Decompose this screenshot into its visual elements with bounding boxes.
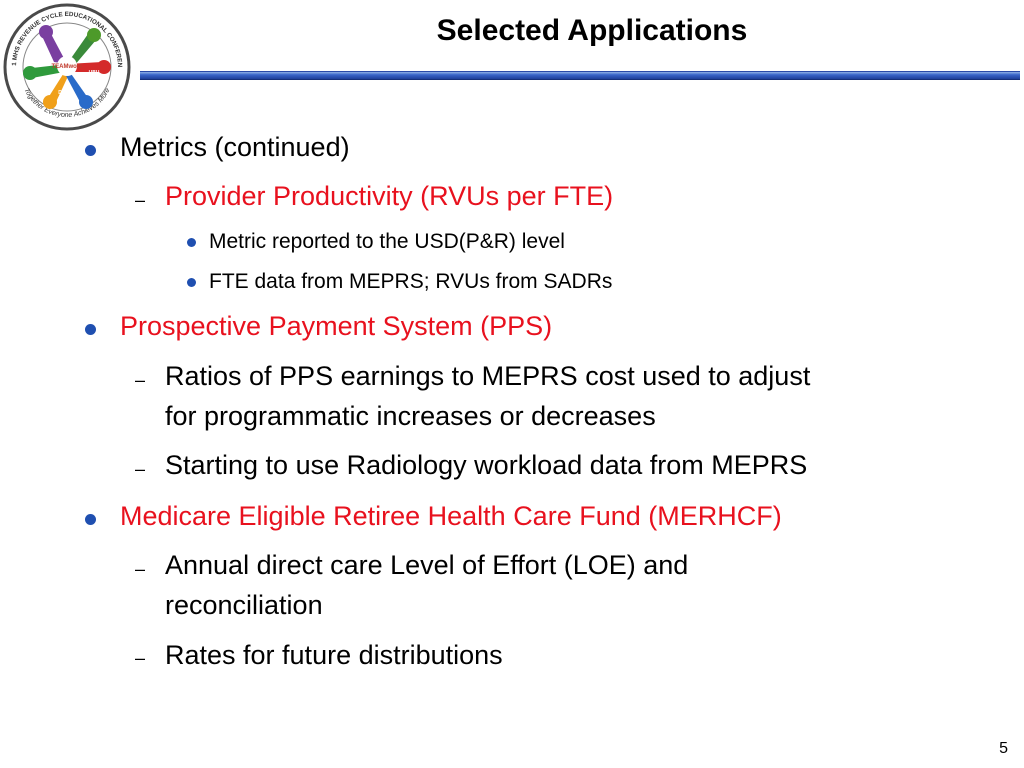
bullet-level2-continuation: for programmatic increases or decreases — [165, 401, 656, 431]
title-underline-bar — [140, 71, 1020, 80]
dash-bullet: – — [135, 190, 146, 210]
bullet-level2-text: Starting to use Radiology workload data … — [165, 450, 808, 480]
dash-bullet: – — [135, 559, 146, 579]
bullet-level2-text: Provider Productivity (RVUs per FTE) — [165, 181, 614, 211]
logo-hand-label: DQ — [58, 90, 66, 96]
bullet-dot — [187, 278, 196, 287]
bullet-dot — [85, 514, 96, 525]
bullet-dot — [85, 145, 96, 156]
bullet-level1-text: Medicare Eligible Retiree Health Care Fu… — [120, 501, 782, 531]
bullet-level3-text: Metric reported to the USD(P&R) level — [209, 230, 565, 253]
dash-bullet: – — [135, 459, 146, 479]
logo-hand-label: MEPRS — [63, 36, 81, 42]
bullet-level1-text: Metrics (continued) — [120, 132, 350, 162]
slide-title: Selected Applications — [436, 14, 748, 47]
dash-bullet: – — [135, 370, 146, 390]
bullet-dot — [85, 324, 96, 335]
dash-bullet: – — [135, 648, 146, 668]
bullet-level2-text: Rates for future distributions — [165, 640, 503, 670]
bullet-level3-text: FTE data from MEPRS; RVUs from SADRs — [209, 270, 613, 293]
logo-hand-label: UBU — [89, 70, 100, 76]
bullet-level1-text: Prospective Payment System (PPS) — [120, 311, 553, 341]
logo-center-text: TEAMwork — [51, 64, 83, 70]
bullet-level2-continuation: reconciliation — [165, 590, 323, 620]
conference-logo: 2011 MHS REVENUE CYCLE EDUCATIONAL CONFE… — [2, 2, 131, 131]
hands-icon — [23, 25, 111, 109]
bullet-dot — [187, 238, 196, 247]
page-number: 5 — [999, 740, 1008, 757]
bullet-level2-text: Ratios of PPS earnings to MEPRS cost use… — [165, 361, 811, 391]
logo-hand-label: UBO — [36, 60, 47, 66]
bullet-level2-text: Annual direct care Level of Effort (LOE)… — [165, 550, 689, 580]
